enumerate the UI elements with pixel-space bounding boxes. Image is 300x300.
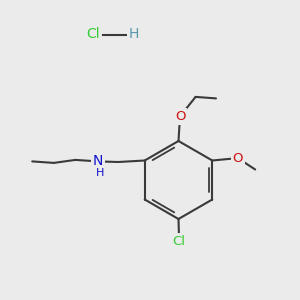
Text: H: H xyxy=(96,168,104,178)
Text: O: O xyxy=(175,110,185,123)
Text: Cl: Cl xyxy=(86,28,100,41)
Text: Cl: Cl xyxy=(172,235,186,248)
Text: N: N xyxy=(93,154,103,168)
Text: H: H xyxy=(128,28,139,41)
Text: O: O xyxy=(232,152,243,165)
